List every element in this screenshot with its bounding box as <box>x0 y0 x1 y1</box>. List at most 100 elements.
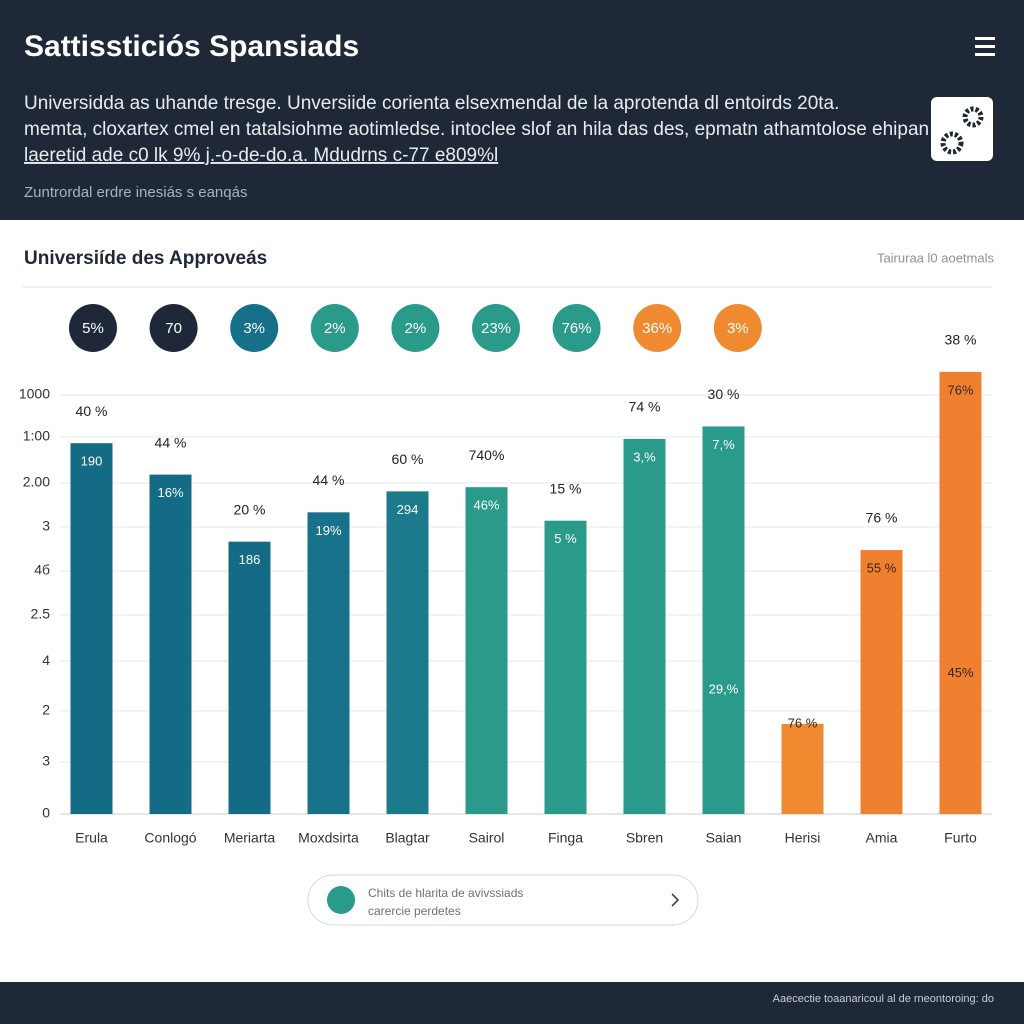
y-tick-label: 0 <box>42 805 50 821</box>
bar-inner-label: 76% <box>947 382 973 397</box>
badge <box>633 304 682 352</box>
badge-label: 76% <box>562 320 592 337</box>
bar-top-label: 740% <box>469 447 505 463</box>
badge-label: 3% <box>727 320 749 337</box>
badge <box>310 304 359 352</box>
intro-line: memta, cloxartex cmel en tatalsiohme aot… <box>24 119 929 140</box>
bar-top-label: 74 % <box>629 399 661 415</box>
badge-label: 70 <box>165 320 182 337</box>
y-tick-label: 2 <box>42 702 50 718</box>
bar-top-label: 15 % <box>550 480 582 496</box>
bar-inner-label: 3,% <box>633 449 656 464</box>
badge-label: 23% <box>481 320 511 337</box>
x-tick-label: Sbren <box>626 830 663 846</box>
chevron <box>671 893 680 907</box>
y-tick-label: 1:00 <box>23 428 50 444</box>
bar-inner-label: 46% <box>473 498 499 513</box>
bar-top-label: 76 % <box>866 510 898 526</box>
y-tick-label: 4 <box>42 652 50 668</box>
bar-inner-label: 29,% <box>709 682 739 697</box>
badge <box>69 304 117 352</box>
y-tick-label: 2.5 <box>31 606 51 622</box>
y-tick-label: 3 <box>42 518 50 534</box>
bar-inner-label: 186 <box>239 552 261 567</box>
bar-inner-label: 45% <box>947 665 973 680</box>
x-tick-label: Finga <box>548 830 583 846</box>
bar-chart: 0 3 2 4 2.5 4б 3 2.00 1:00 1000 Erula 40 % 190 Conlog… <box>19 332 992 846</box>
settings-button[interactable] <box>931 97 993 161</box>
badge <box>713 304 762 352</box>
footer-bg <box>0 982 1024 1024</box>
badge-label: 5% <box>82 320 104 337</box>
bar <box>149 474 192 814</box>
bar-inner-label: 19% <box>315 523 341 538</box>
x-tick-label: Amia <box>866 830 898 846</box>
bar <box>386 491 429 814</box>
x-tick-label: Conlogó <box>144 830 196 846</box>
settings-box <box>931 97 993 161</box>
bar-top-label: 20 % <box>234 501 266 517</box>
pill-text: Chits de hlarita de avivssiads <box>368 886 523 900</box>
bar-inner-label: 76 % <box>788 715 818 730</box>
badge-label: 2% <box>405 320 427 337</box>
x-tick-label: Furto <box>944 830 977 846</box>
bar <box>228 541 271 814</box>
header-bg <box>0 0 1024 220</box>
y-tick-label: 1000 <box>19 386 50 402</box>
y-tick-label: 4б <box>34 562 50 578</box>
pill-icon <box>327 886 355 914</box>
x-tick-label: Meriarta <box>224 830 276 846</box>
x-tick-label: Saian <box>706 830 742 846</box>
gear <box>962 106 984 128</box>
menu-bar <box>975 37 995 40</box>
bar-top-label: 38 % <box>945 332 977 348</box>
bar <box>939 371 982 814</box>
bar <box>307 512 350 814</box>
bar <box>860 550 903 814</box>
pill-bg <box>307 874 699 926</box>
x-tick-label: Sairol <box>469 830 505 846</box>
badge <box>230 304 279 352</box>
bar <box>702 426 745 814</box>
x-tick-label: Moxdsirta <box>298 830 359 846</box>
x-tick-label: Blagtar <box>385 830 430 846</box>
badge <box>391 304 440 352</box>
bar-inner-label: 294 <box>397 502 419 517</box>
menu-icon[interactable] <box>975 37 995 56</box>
badge-label: 2% <box>324 320 346 337</box>
bar-top-label: 60 % <box>392 451 424 467</box>
bar <box>544 520 587 814</box>
badge <box>552 304 601 352</box>
bar <box>70 443 113 814</box>
bar-inner-label: 5 % <box>554 531 577 546</box>
gear <box>940 131 964 155</box>
badge <box>472 304 520 352</box>
bar-top-label: 30 % <box>708 386 740 402</box>
x-tick-label: Erula <box>75 830 108 846</box>
pill-text: carercie perdetes <box>368 904 461 918</box>
bar <box>623 438 666 814</box>
bar-inner-label: 16% <box>157 485 183 500</box>
badge-row: 5% 70 3% 2% 2% 23% 76% 36% 3% <box>69 304 762 352</box>
card-title: Universiíde des Approveás <box>24 248 267 269</box>
x-tick-label: Herisi <box>785 830 821 846</box>
header-subtitle: Zuntrordal erdre inesiás s eanqás <box>24 184 247 201</box>
bar-inner-label: 190 <box>81 454 103 469</box>
menu-bar <box>975 45 995 48</box>
badge-label: 36% <box>642 320 672 337</box>
page-title: Sattissticiós Spansiads <box>24 30 359 63</box>
bar-top-label: 44 % <box>155 434 187 450</box>
menu-bar <box>975 53 995 56</box>
bar-top-label: 44 % <box>313 472 345 488</box>
card-note: Tairuraa l0 aoetmals <box>877 250 995 265</box>
bar-inner-label: 55 % <box>867 560 897 575</box>
bar <box>465 487 508 814</box>
badge-label: 3% <box>243 320 265 337</box>
info-pill[interactable]: Chits de hlarita de avivssiads carercie … <box>307 874 699 926</box>
badge <box>149 304 198 352</box>
intro-line: Universidda as uhande tresge. Unversiide… <box>24 93 839 114</box>
y-tick-label: 2.00 <box>23 474 50 490</box>
intro-link[interactable]: laeretid ade c0 lk 9% j.-o-de-do.a. Mdud… <box>24 145 498 166</box>
bar-inner-label: 7,% <box>712 437 735 452</box>
